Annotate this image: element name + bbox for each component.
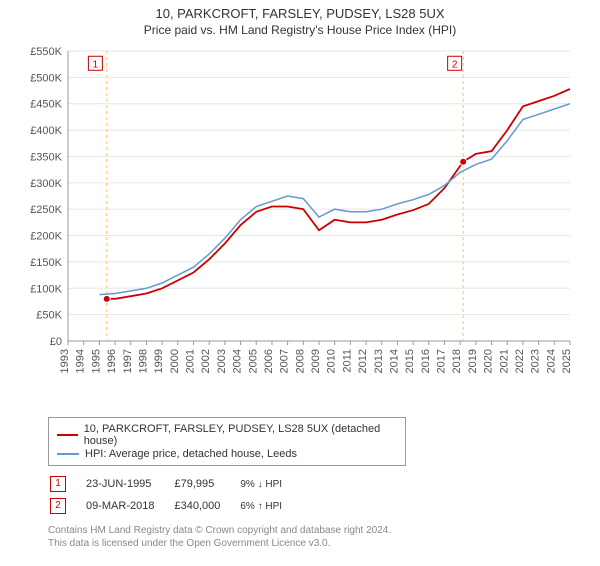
price-chart: £0 £50K £100K £150K £200K £250K £300K £350K £400… (20, 41, 580, 411)
marker-badge: 2 (50, 498, 66, 514)
footer-line2: This data is licensed under the Open Gov… (48, 537, 600, 550)
svg-text:2023: 2023 (530, 349, 542, 373)
marker-delta: 9% ↓ HPI (240, 474, 300, 494)
legend-label: 10, PARKCROFT, FARSLEY, PUDSEY, LS28 5UX… (84, 423, 397, 447)
svg-text:2013: 2013 (373, 349, 385, 373)
svg-text:1999: 1999 (153, 349, 165, 373)
svg-text:1995: 1995 (90, 349, 102, 373)
svg-text:2009: 2009 (310, 349, 322, 373)
page-title: 10, PARKCROFT, FARSLEY, PUDSEY, LS28 5UX (0, 6, 600, 21)
svg-text:2004: 2004 (232, 349, 244, 373)
svg-text:£550K: £550K (30, 46, 62, 58)
marker-date: 09-MAR-2018 (86, 496, 172, 516)
svg-text:2008: 2008 (294, 349, 306, 373)
svg-text:2012: 2012 (357, 349, 369, 373)
svg-text:2006: 2006 (263, 349, 275, 373)
svg-text:2001: 2001 (185, 349, 197, 373)
svg-text:1996: 1996 (106, 349, 118, 373)
svg-text:1998: 1998 (137, 349, 149, 373)
footer-attribution: Contains HM Land Registry data © Crown c… (48, 524, 600, 550)
legend-item: HPI: Average price, detached house, Leed… (57, 448, 397, 460)
svg-text:£500K: £500K (30, 72, 62, 84)
svg-text:2002: 2002 (200, 349, 212, 373)
svg-text:2007: 2007 (279, 349, 291, 373)
svg-text:£100K: £100K (30, 283, 62, 295)
svg-text:2016: 2016 (420, 349, 432, 373)
svg-text:2017: 2017 (436, 349, 448, 373)
svg-text:2005: 2005 (247, 349, 259, 373)
svg-text:£350K: £350K (30, 151, 62, 163)
svg-text:2022: 2022 (514, 349, 526, 373)
svg-text:1997: 1997 (122, 349, 134, 373)
svg-text:2020: 2020 (483, 349, 495, 373)
svg-text:£300K: £300K (30, 178, 62, 190)
svg-text:2025: 2025 (561, 349, 573, 373)
legend-label: HPI: Average price, detached house, Leed… (85, 448, 297, 460)
marker-table: 1 23-JUN-1995£79,9959% ↓ HPI 2 09-MAR-2018£… (48, 472, 302, 518)
marker-badge: 1 (50, 476, 66, 492)
marker-price: £340,000 (174, 496, 238, 516)
svg-text:1993: 1993 (59, 349, 71, 373)
svg-text:1994: 1994 (75, 349, 87, 373)
svg-text:2019: 2019 (467, 349, 479, 373)
svg-text:£450K: £450K (30, 99, 62, 111)
svg-text:£200K: £200K (30, 231, 62, 243)
marker-row: 1 23-JUN-1995£79,9959% ↓ HPI (50, 474, 300, 494)
svg-text:2003: 2003 (216, 349, 228, 373)
svg-text:1: 1 (93, 59, 99, 70)
svg-text:2018: 2018 (451, 349, 463, 373)
marker-price: £79,995 (174, 474, 238, 494)
footer-line1: Contains HM Land Registry data © Crown c… (48, 524, 600, 537)
svg-text:2010: 2010 (326, 349, 338, 373)
page-subtitle: Price paid vs. HM Land Registry's House … (0, 23, 600, 37)
legend-swatch (57, 434, 78, 436)
marker-date: 23-JUN-1995 (86, 474, 172, 494)
svg-text:2000: 2000 (169, 349, 181, 373)
svg-text:2: 2 (452, 59, 458, 70)
svg-text:2024: 2024 (545, 349, 557, 373)
svg-text:2021: 2021 (498, 349, 510, 373)
svg-text:£50K: £50K (36, 310, 62, 322)
svg-text:2011: 2011 (341, 349, 353, 373)
svg-text:£150K: £150K (30, 257, 62, 269)
svg-text:£250K: £250K (30, 204, 62, 216)
svg-text:2015: 2015 (404, 349, 416, 373)
marker-delta: 6% ↑ HPI (240, 496, 300, 516)
svg-text:£400K: £400K (30, 125, 62, 137)
svg-text:£0: £0 (50, 336, 62, 348)
marker-row: 2 09-MAR-2018£340,0006% ↑ HPI (50, 496, 300, 516)
legend-swatch (57, 453, 79, 455)
svg-text:2014: 2014 (388, 349, 400, 373)
legend: 10, PARKCROFT, FARSLEY, PUDSEY, LS28 5UX… (48, 417, 406, 466)
legend-item: 10, PARKCROFT, FARSLEY, PUDSEY, LS28 5UX… (57, 423, 397, 447)
